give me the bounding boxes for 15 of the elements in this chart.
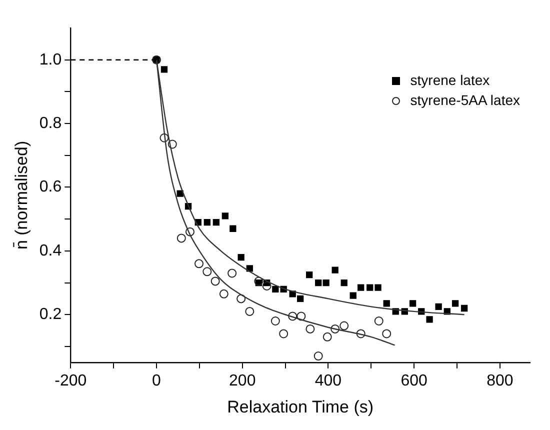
y-tick-label: 0.6 bbox=[39, 178, 62, 196]
x-tick-label: 400 bbox=[314, 372, 342, 390]
x-tick-label: 600 bbox=[400, 372, 428, 390]
x-tick-label: 0 bbox=[152, 372, 162, 390]
x-tick-label: 200 bbox=[229, 372, 256, 390]
x-tick-label: 800 bbox=[486, 372, 514, 390]
y-axis-title: n̄ (normalised) bbox=[12, 140, 31, 250]
y-tick-label: 0.8 bbox=[39, 114, 62, 132]
y-tick-label: 0.2 bbox=[39, 306, 62, 324]
legend-label: styrene latex bbox=[410, 72, 490, 88]
x-axis-title: Relaxation Time (s) bbox=[227, 397, 374, 416]
y-tick-label: 1.0 bbox=[39, 51, 62, 68]
x-tick-label: -200 bbox=[54, 372, 87, 390]
legend-label: styrene-5AA latex bbox=[410, 92, 520, 108]
y-tick-label: 0.4 bbox=[39, 242, 62, 260]
